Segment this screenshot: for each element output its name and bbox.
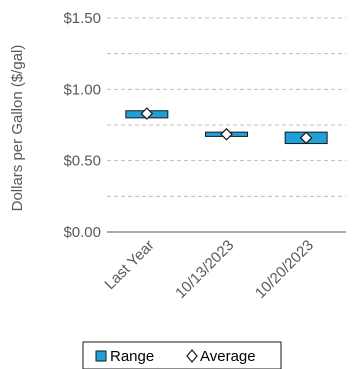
gridlines	[107, 17, 346, 197]
average-markers	[140, 107, 313, 145]
average-marker	[220, 127, 233, 141]
x-tick-label: Last Year	[101, 237, 157, 293]
y-tick-label: $1.50	[63, 10, 101, 27]
y-tick-label: $0.50	[63, 153, 101, 170]
average-marker	[299, 131, 313, 145]
y-axis-label: Dollars per Gallon ($/gal)	[9, 45, 26, 212]
legend-average-label: Average	[200, 348, 256, 365]
x-tick-labels: Last Year 10/13/2023 10/20/2023	[101, 237, 317, 302]
legend-box	[82, 341, 282, 369]
legend-range-swatch	[95, 350, 107, 362]
legend-range-label: Range	[110, 348, 154, 365]
x-tick-label: 10/13/2023	[172, 237, 237, 302]
legend-average-marker	[186, 349, 198, 363]
average-marker	[140, 107, 154, 120]
y-tick-label: $0.00	[63, 224, 101, 241]
y-tick-label: $1.00	[63, 81, 101, 98]
y-tick-labels: $0.00 $0.50 $1.00 $1.50	[63, 10, 101, 241]
legend: Range Average	[82, 341, 282, 369]
x-tick-label: 10/20/2023	[252, 237, 317, 302]
